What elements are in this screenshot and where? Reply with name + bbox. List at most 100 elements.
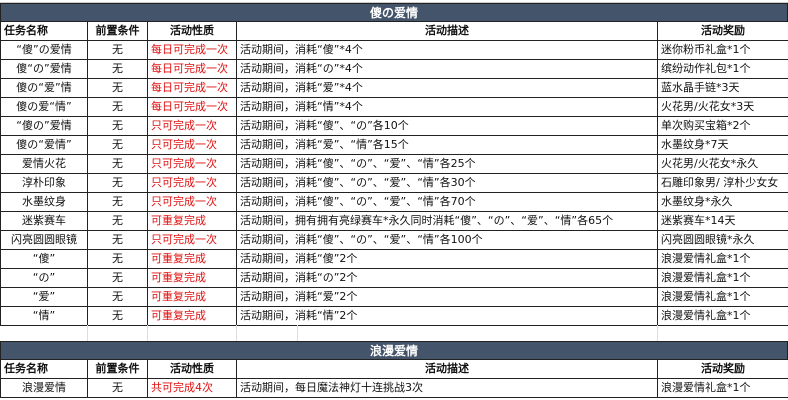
col-task-name-cell[interactable]: 傻“の”爱情 — [0, 60, 88, 79]
top-gridline — [0, 0, 788, 3]
col-description-cell[interactable]: 活动期间，消耗“傻”、“の”各10个 — [237, 117, 658, 136]
col-description-header: 活动描述 — [237, 22, 658, 41]
col-description-cell[interactable]: 活动期间，拥有拥有亮绿赛车*永久同时消耗“傻”、“の”、“爱”、“情”各65个 — [237, 212, 658, 231]
col-task-name-cell[interactable]: 水墨纹身 — [0, 193, 88, 212]
col-reward-cell[interactable]: 浪漫爱情礼盒*1个 — [661, 381, 751, 394]
col-nature-cell[interactable]: 可重复完成 — [148, 212, 237, 231]
col-nature-cell[interactable]: 可重复完成 — [148, 288, 237, 307]
col-description-cell[interactable]: 活动期间，消耗“の”2个 — [237, 269, 658, 288]
col-prerequisite-cell[interactable]: 无 — [88, 250, 148, 269]
col-description-cell[interactable]: 活动期间，消耗“傻”2个 — [237, 250, 658, 269]
col-task-name-cell[interactable]: “爱” — [0, 288, 88, 307]
header-row: 任务名称 前置条件 活动性质 活动描述 活动奖励 — [0, 22, 788, 41]
table-row: “爱” 无可重复完成 活动期间，消耗“爱”2个 浪漫爱情礼盒*1个 — [0, 288, 788, 307]
col-description-cell[interactable]: 活动期间，消耗“情”2个 — [237, 307, 658, 326]
col-task-name-cell[interactable]: 爱情火花 — [0, 155, 88, 174]
col-task-name-cell[interactable]: 淳朴印象 — [0, 174, 88, 193]
col-prerequisite-cell[interactable]: 无 — [88, 155, 148, 174]
col-prerequisite-cell[interactable]: 无 — [88, 212, 148, 231]
table-row: “傻” 无可重复完成 活动期间，消耗“傻”2个 浪漫爱情礼盒*1个 — [0, 250, 788, 269]
col-nature-cell[interactable]: 共可完成4次 — [148, 379, 237, 398]
col-description-cell[interactable]: 活动期间，消耗“傻”、“の”、“爱”、“情”各30个 — [237, 174, 658, 193]
col-description-cell[interactable]: 活动期间，消耗“傻”*4个 — [237, 41, 658, 60]
col-nature-cell[interactable]: 可重复完成 — [148, 269, 237, 288]
table-row: 傻“の”爱情无每日可完成一次 活动期间，消耗“の”*4个 缤纷动作礼包*1个 — [0, 60, 788, 79]
col-nature-cell[interactable]: 每日可完成一次 — [148, 41, 237, 60]
col-task-name-cell[interactable]: “傻” — [0, 250, 88, 269]
col-description-cell[interactable]: 活动期间，消耗“情”*4个 — [237, 98, 658, 117]
col-prerequisite-cell[interactable]: 无 — [88, 174, 148, 193]
col-description-cell[interactable]: 活动期间，消耗“傻”、“の”、“爱”、“情”各100个 — [237, 231, 658, 250]
col-reward-cell[interactable]: 浪漫爱情礼盒*1个 — [661, 309, 751, 322]
col-task-name-header: 任务名称 — [0, 360, 88, 379]
col-task-name-cell[interactable]: 傻の“爱情” — [0, 136, 88, 155]
col-prerequisite-cell[interactable]: 无 — [88, 231, 148, 250]
col-task-name-header: 任务名称 — [0, 22, 88, 41]
col-nature-cell[interactable]: 可重复完成 — [148, 250, 237, 269]
col-description-cell[interactable]: 活动期间，消耗“爱”、“情”各15个 — [237, 136, 658, 155]
col-nature-cell[interactable]: 只可完成一次 — [148, 174, 237, 193]
col-nature-cell[interactable]: 只可完成一次 — [148, 136, 237, 155]
col-reward-cell[interactable]: 迷紫赛车*14天 — [661, 214, 736, 227]
blank-row — [0, 325, 788, 341]
section-title: 傻の爱情 — [0, 3, 788, 22]
col-prerequisite-cell[interactable]: 无 — [88, 269, 148, 288]
col-description-cell[interactable]: 活动期间，消耗“爱”*4个 — [237, 79, 658, 98]
col-prerequisite-cell[interactable]: 无 — [88, 307, 148, 326]
col-reward-cell[interactable]: 水墨纹身*7天 — [661, 138, 729, 151]
col-task-name-cell[interactable]: 迷紫赛车 — [0, 212, 88, 231]
col-reward-cell[interactable]: 火花男/火花女*永久 — [661, 157, 759, 170]
table-row: 傻の爱“情” 无每日可完成一次 活动期间，消耗“情”*4个 火花男/火花女*3天 — [0, 98, 788, 117]
col-nature-cell[interactable]: 只可完成一次 — [148, 231, 237, 250]
col-reward-cell[interactable]: 水墨纹身*永久 — [661, 195, 733, 208]
col-description-cell[interactable]: 活动期间，消耗“の”*4个 — [237, 60, 658, 79]
section-title: 浪漫爱情 — [0, 341, 788, 360]
col-reward-cell[interactable]: 单次购买宝箱*2个 — [661, 119, 751, 132]
col-nature-header: 活动性质 — [148, 360, 237, 379]
col-task-name-cell[interactable]: 闪亮圆圆眼镜 — [0, 231, 88, 250]
col-task-name-cell[interactable]: “傻”の爱情 — [0, 41, 88, 60]
col-nature-cell[interactable]: 只可完成一次 — [148, 193, 237, 212]
col-reward-cell[interactable]: 浪漫爱情礼盒*1个 — [661, 290, 751, 303]
col-description-cell[interactable]: 活动期间，消耗“爱”2个 — [237, 288, 658, 307]
col-description-cell[interactable]: 活动期间，消耗“傻”、“の”、“爱”、“情”各70个 — [237, 193, 658, 212]
col-prerequisite-header: 前置条件 — [88, 360, 148, 379]
table-row: 傻の“爱”情无每日可完成一次 活动期间，消耗“爱”*4个 蓝水晶手链*3天 — [0, 79, 788, 98]
col-reward-cell[interactable]: 浪漫爱情礼盒*1个 — [661, 271, 751, 284]
col-task-name-cell[interactable]: “の” — [0, 269, 88, 288]
col-nature-cell[interactable]: 只可完成一次 — [148, 155, 237, 174]
col-reward-cell[interactable]: 缤纷动作礼包*1个 — [661, 62, 751, 75]
col-description-cell[interactable]: 活动期间，每日魔法神灯十连挑战3次 — [237, 379, 658, 398]
col-reward-cell[interactable]: 石雕印象男/ 淳朴少女女 — [661, 176, 779, 189]
col-prerequisite-cell[interactable]: 无 — [88, 288, 148, 307]
col-reward-cell[interactable]: 迷你粉币礼盒*1个 — [661, 43, 751, 56]
col-task-name-cell[interactable]: 傻の“爱”情 — [0, 79, 88, 98]
col-prerequisite-cell[interactable]: 无 — [88, 136, 148, 155]
col-prerequisite-cell[interactable]: 无 — [88, 117, 148, 136]
col-reward-cell[interactable]: 蓝水晶手链*3天 — [661, 81, 740, 94]
col-nature-cell[interactable]: 每日可完成一次 — [148, 79, 237, 98]
col-task-name-cell[interactable]: 浪漫爱情 — [0, 379, 88, 398]
col-reward-cell[interactable]: 火花男/火花女*3天 — [661, 100, 755, 113]
col-reward-header: 活动奖励 — [701, 24, 745, 37]
col-prerequisite-cell[interactable]: 无 — [88, 379, 148, 398]
col-prerequisite-cell[interactable]: 无 — [88, 60, 148, 79]
col-reward-cell[interactable]: 浪漫爱情礼盒*1个 — [661, 252, 751, 265]
col-nature-cell[interactable]: 每日可完成一次 — [148, 60, 237, 79]
col-description-cell[interactable]: 活动期间，消耗“傻”、“の”、“爱”、“情”各25个 — [237, 155, 658, 174]
col-prerequisite-cell[interactable]: 无 — [88, 98, 148, 117]
col-nature-cell[interactable]: 可重复完成 — [148, 307, 237, 326]
col-nature-cell[interactable]: 每日可完成一次 — [148, 98, 237, 117]
col-prerequisite-cell[interactable]: 无 — [88, 79, 148, 98]
col-prerequisite-cell[interactable]: 无 — [88, 193, 148, 212]
header-row: 任务名称 前置条件 活动性质 活动描述 活动奖励 — [0, 360, 788, 379]
col-task-name-cell[interactable]: “情” — [0, 307, 88, 326]
table-row: “情” 无可重复完成 活动期间，消耗“情”2个 浪漫爱情礼盒*1个 — [0, 307, 788, 326]
col-task-name-cell[interactable]: 傻の爱“情” — [0, 98, 88, 117]
col-task-name-cell[interactable]: “傻の”爱情 — [0, 117, 88, 136]
col-reward-cell[interactable]: 闪亮圆圆眼镜*永久 — [661, 233, 755, 246]
col-nature-cell[interactable]: 只可完成一次 — [148, 117, 237, 136]
col-prerequisite-cell[interactable]: 无 — [88, 41, 148, 60]
table-row: 迷紫赛车无可重复完成 活动期间，拥有拥有亮绿赛车*永久同时消耗“傻”、“の”、“爱… — [0, 212, 788, 231]
table-row: 淳朴印象无只可完成一次 活动期间，消耗“傻”、“の”、“爱”、“情”各30个 石雕印… — [0, 174, 788, 193]
